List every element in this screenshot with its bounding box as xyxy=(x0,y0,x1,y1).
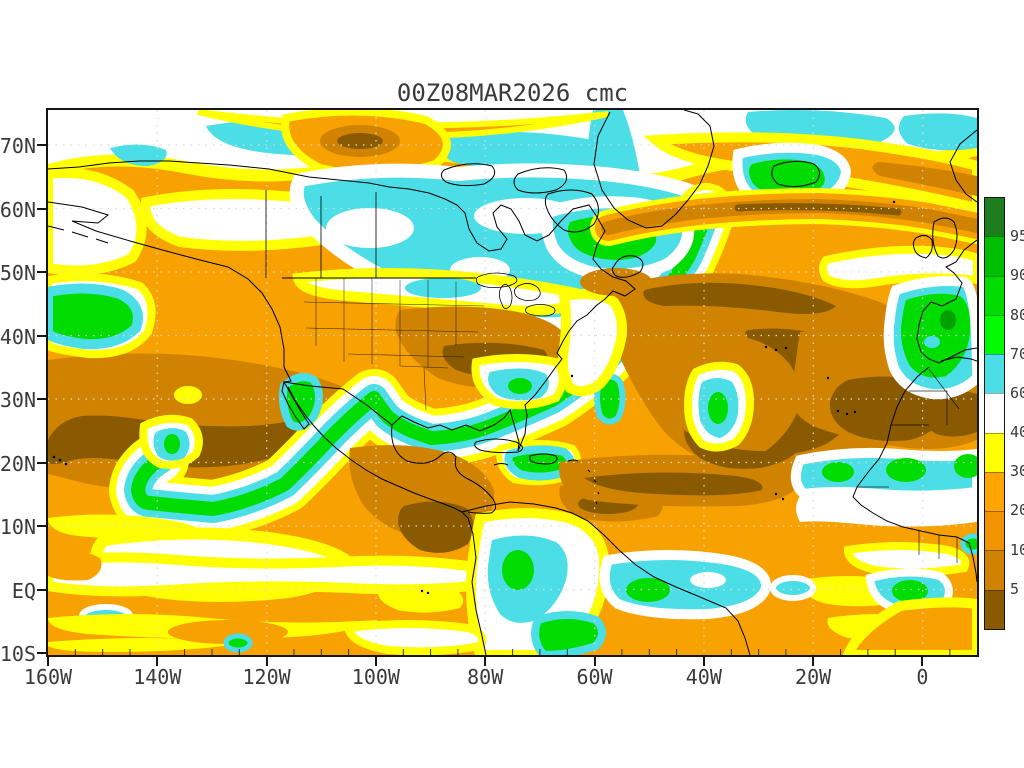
north-america-coast xyxy=(48,201,292,383)
lat-tick xyxy=(37,525,46,527)
dry-tongue-band xyxy=(590,187,977,246)
colorbar-segment xyxy=(985,393,1004,433)
colorbar-segment xyxy=(985,198,1004,237)
central-america-east-coast xyxy=(391,424,497,514)
colorbar-tick-label: 40 xyxy=(1010,423,1024,442)
antilles-islands xyxy=(493,459,600,505)
lat-tick xyxy=(37,398,46,400)
colorbar-tick-label: 80 xyxy=(1010,305,1024,324)
lat-tick-label: EQ xyxy=(11,578,36,603)
lat-tick xyxy=(37,588,46,591)
colorbar-segment xyxy=(985,511,1004,551)
south-america-north-coast xyxy=(461,501,751,655)
lon-tick-label: 60W xyxy=(576,665,613,689)
baja-coast xyxy=(281,380,310,430)
colorbar-tick-label: 5 xyxy=(1010,579,1020,598)
lat-tick-label: 10S xyxy=(0,642,36,666)
lat-tick xyxy=(37,652,46,654)
lat-tick xyxy=(37,144,46,146)
us-mexico-border xyxy=(283,381,393,426)
colorbar-segment xyxy=(985,550,1004,590)
coastlines-layer xyxy=(48,110,977,655)
colorbar-tick-label: 60 xyxy=(1010,383,1024,402)
colorbar-legend xyxy=(984,197,1005,630)
lon-tick-label: 80W xyxy=(467,665,504,689)
colorbar-tick-label: 30 xyxy=(1010,462,1024,481)
lat-tick-label: 20N xyxy=(0,451,36,476)
colorbar-tick-label: 20 xyxy=(1010,501,1024,520)
newfoundland-coast xyxy=(611,255,644,278)
colorbar-segment xyxy=(985,354,1004,394)
africa-borders xyxy=(857,368,960,563)
lat-tick-label: 50N xyxy=(0,261,36,285)
title-init-time: 00Z08MAR2026 cmc xyxy=(396,79,629,107)
map-plot-area xyxy=(46,108,979,657)
great-lakes xyxy=(476,272,556,317)
minor-ticks xyxy=(74,649,951,655)
lat-tick-label: 40N xyxy=(0,324,36,349)
lat-tick-label: 10N xyxy=(0,515,36,539)
colorbar-segment xyxy=(985,432,1004,472)
colorbar-tick-label: 90 xyxy=(1010,266,1024,285)
uk-ireland-coast xyxy=(912,217,958,259)
hispaniola-coast xyxy=(529,453,558,465)
lat-tick-label: 60N xyxy=(0,197,36,222)
lon-tick xyxy=(374,657,377,666)
mexico-west-coast xyxy=(287,386,463,513)
lat-tick xyxy=(37,461,46,464)
lon-tick-label: 160W xyxy=(23,665,73,689)
arctic-islands xyxy=(440,163,599,233)
small-islands xyxy=(52,200,896,595)
south-america-west-coast xyxy=(461,511,487,655)
colorbar-segment xyxy=(985,275,1004,315)
lon-tick xyxy=(812,657,815,666)
lat-tick xyxy=(37,334,46,337)
lat-tick-label: 30N xyxy=(0,388,36,412)
lon-tick xyxy=(702,657,705,666)
rh-field-map xyxy=(48,110,977,655)
lon-tick xyxy=(265,657,268,666)
lon-tick-label: 120W xyxy=(242,665,291,689)
europe-coast xyxy=(916,129,977,364)
canada-province-borders xyxy=(265,190,377,278)
lat-tick xyxy=(37,207,46,210)
colorbar-segment xyxy=(985,471,1004,512)
lon-tick-label: 0 xyxy=(916,665,929,689)
aleutian-islands xyxy=(48,225,109,244)
lon-tick-label: 40W xyxy=(685,665,722,689)
lon-tick xyxy=(593,657,596,666)
lon-tick xyxy=(921,657,924,666)
colorbar-tick-label: 70 xyxy=(1010,344,1024,363)
lon-tick-label: 140W xyxy=(133,665,182,689)
us-state-borders xyxy=(303,278,485,411)
lat-tick xyxy=(37,271,46,273)
iceland-coast xyxy=(771,160,820,188)
lon-tick-label: 20W xyxy=(795,665,832,689)
lon-tick-label: 100W xyxy=(351,665,400,689)
colorbar-segment xyxy=(985,314,1004,355)
colorbar-tick-label: 10 xyxy=(1010,540,1024,559)
colorbar-segment xyxy=(985,589,1004,629)
lon-tick xyxy=(47,657,49,666)
cuba-coast xyxy=(474,438,523,454)
colorbar-tick-label: 95 xyxy=(1010,227,1024,246)
field-layer xyxy=(48,110,977,655)
lon-tick xyxy=(484,657,487,666)
colorbar-segment xyxy=(985,236,1004,276)
africa-coast xyxy=(852,356,977,583)
greenland-coast xyxy=(593,110,715,229)
lat-tick-label: 70N xyxy=(0,134,36,158)
lon-tick xyxy=(156,657,159,666)
